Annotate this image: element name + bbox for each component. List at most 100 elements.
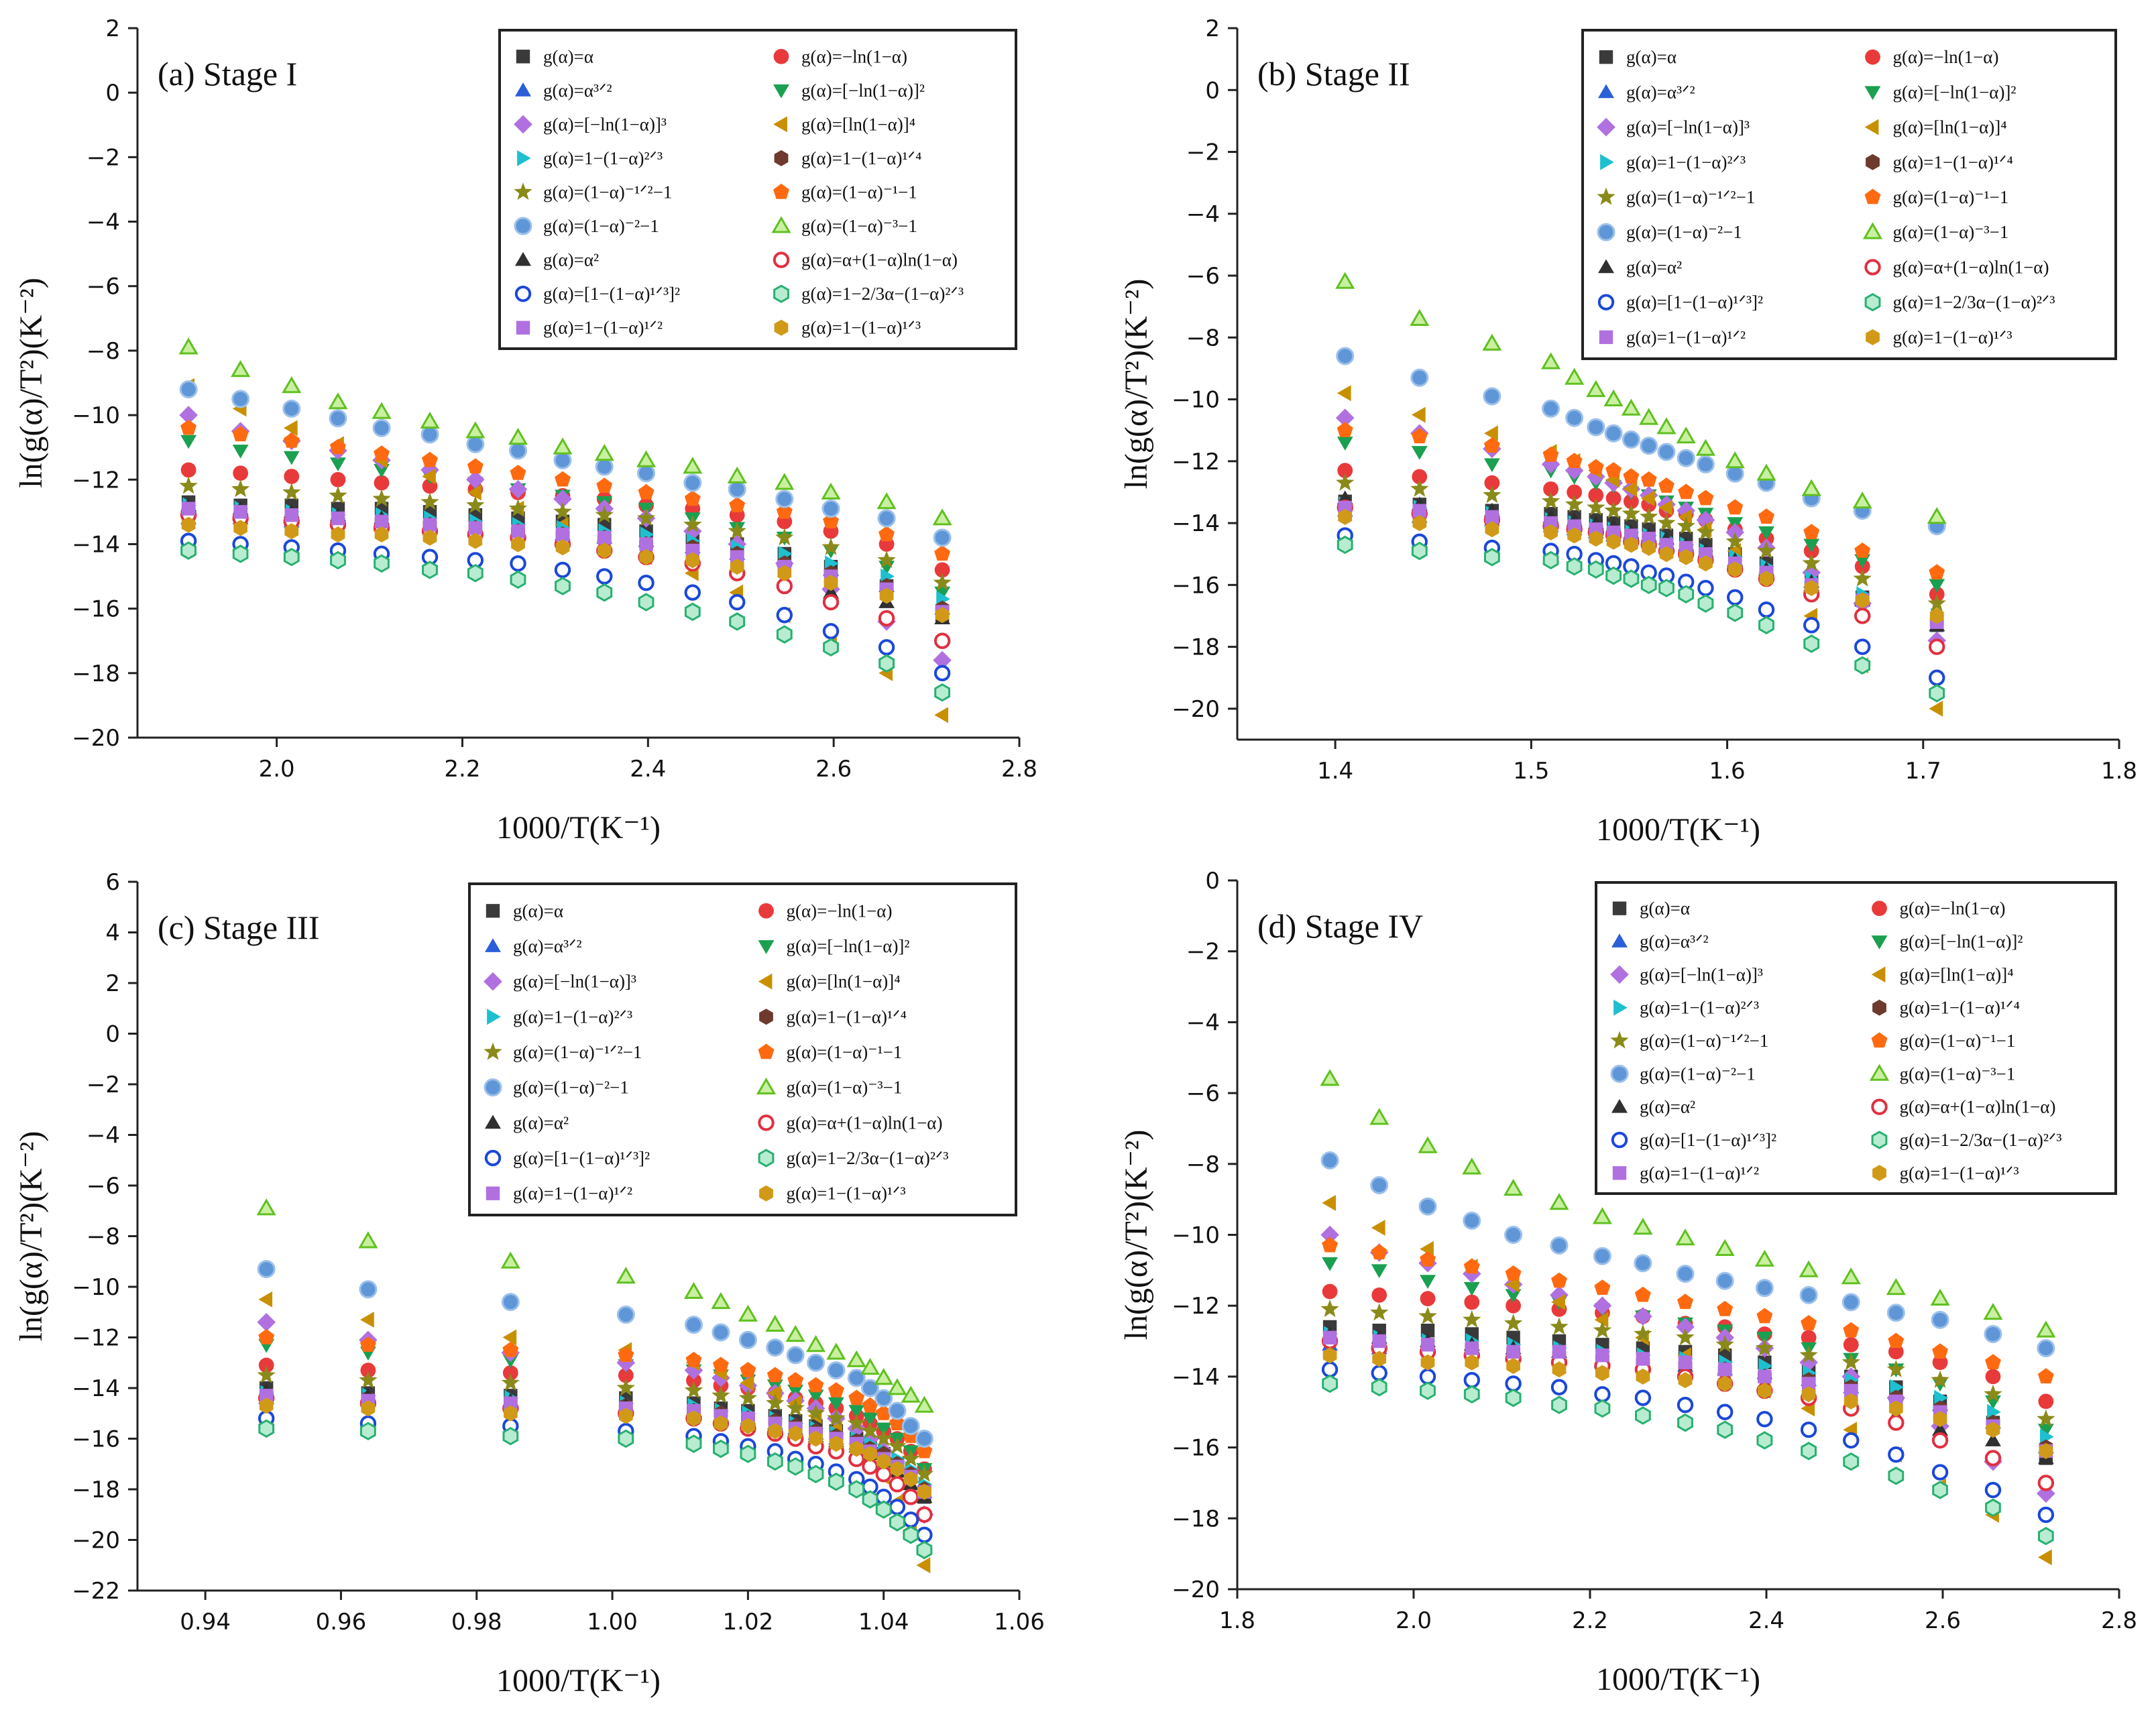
data-point: [1931, 1464, 1949, 1481]
series-9: [179, 476, 952, 591]
legend-marker: [1864, 259, 1881, 276]
data-point: [1420, 1338, 1435, 1352]
x-tick-label: 1.7: [1905, 758, 1941, 785]
data-point: [1370, 1303, 1389, 1321]
data-point: [331, 526, 345, 542]
data-point: [501, 1373, 520, 1391]
data-point: [1843, 1393, 1858, 1410]
data-point: [1853, 569, 1872, 587]
legend-marker: [1872, 1165, 1886, 1182]
data-point: [1418, 1306, 1437, 1324]
data-point: [1658, 477, 1675, 493]
data-point: [1984, 1384, 2002, 1402]
x-tick-label: 1.6: [1709, 758, 1746, 785]
legend-label: g(α)=[−ln(1−α)]²: [787, 936, 910, 956]
data-point: [1464, 1294, 1480, 1310]
data-point: [2036, 1320, 2056, 1338]
data-point: [256, 1198, 276, 1216]
data-point: [594, 443, 614, 461]
legend-label: g(α)=(1−α)⁻²−1: [1640, 1064, 1756, 1084]
y-tick-label: −2: [1186, 139, 1220, 166]
data-point: [502, 1426, 519, 1446]
data-point: [1463, 1211, 1481, 1230]
data-point: [422, 468, 436, 485]
data-point: [1756, 463, 1776, 481]
data-point: [259, 1389, 274, 1403]
data-point: [1605, 566, 1622, 585]
data-point: [901, 1449, 920, 1467]
data-point: [1337, 385, 1351, 402]
data-point: [889, 1513, 905, 1532]
data-point: [180, 541, 196, 560]
legend-label: g(α)=(1−α)⁻²−1: [1626, 222, 1742, 242]
legend-marker: [486, 904, 500, 918]
legend-marker: [1872, 999, 1886, 1016]
data-point: [638, 593, 655, 612]
data-point: [1543, 481, 1558, 497]
legend-label: g(α)=1−2/3α−(1−α)²ᐟ³: [1900, 1130, 2062, 1150]
legend-marker: [1864, 292, 1881, 312]
panel-title: (c) Stage III: [158, 909, 320, 946]
data-point: [1801, 1377, 1816, 1391]
data-point: [1550, 1317, 1569, 1335]
data-point: [712, 1357, 729, 1373]
data-point: [616, 1353, 636, 1372]
data-point: [500, 1251, 520, 1269]
data-point: [1320, 1225, 1339, 1245]
legend-label: g(α)=α+(1−α)ln(1−α): [1893, 257, 2049, 277]
y-tick-label: −16: [72, 1426, 120, 1453]
legend-marker: [1869, 1064, 1890, 1081]
data-point: [828, 1397, 844, 1412]
data-point: [1565, 367, 1585, 385]
y-tick-label: −18: [72, 660, 120, 687]
data-point: [1420, 1381, 1436, 1400]
data-point: [1677, 1396, 1694, 1414]
data-point: [1717, 1300, 1734, 1316]
x-tick-label: 1.8: [1219, 1607, 1255, 1634]
data-point: [1586, 380, 1606, 398]
y-tick-label: −6: [87, 274, 120, 300]
data-point: [685, 543, 699, 558]
legend-marker: [516, 50, 530, 64]
legend-label: g(α)=α²: [1640, 1097, 1695, 1117]
legend-label: g(α)=(1−α)⁻¹ᐟ²−1: [1626, 187, 1755, 207]
legend-label: g(α)=1−(1−α)²ᐟ³: [543, 148, 663, 168]
data-point: [684, 1361, 703, 1380]
legend-label: g(α)=[1−(1−α)¹ᐟ³]²: [513, 1148, 650, 1168]
data-point: [713, 1439, 729, 1458]
data-point: [1551, 1272, 1567, 1288]
x-tick-label: 1.02: [723, 1609, 774, 1635]
panel-title: (a) Stage I: [158, 55, 297, 93]
legend-marker: [514, 182, 532, 200]
data-point: [728, 480, 746, 499]
data-point: [596, 477, 613, 494]
data-point: [179, 380, 198, 399]
data-point: [1886, 1304, 1905, 1322]
data-point: [1676, 1328, 1695, 1346]
legend-label: g(α)=1−2/3α−(1−α)²ᐟ³: [787, 1148, 949, 1168]
data-point: [1420, 1323, 1435, 1338]
data-point: [1799, 1353, 1818, 1372]
data-point: [888, 1436, 907, 1454]
data-point: [1636, 1352, 1650, 1366]
y-tick-label: −8: [1186, 1151, 1220, 1178]
legend-label: g(α)=(1−α)⁻³−1: [801, 216, 917, 236]
data-point: [466, 470, 485, 490]
data-point: [823, 638, 839, 657]
legend-marker: [1612, 901, 1627, 915]
data-point: [828, 1382, 844, 1397]
data-point: [1927, 593, 1946, 612]
data-point: [1503, 1178, 1524, 1196]
legend-label: g(α)=1−2/3α−(1−α)²ᐟ³: [1893, 292, 2055, 312]
data-point: [729, 593, 746, 611]
legend-label: g(α)=1−(1−α)¹ᐟ⁴: [801, 148, 921, 168]
data-point: [1463, 1310, 1481, 1328]
data-point: [374, 526, 389, 542]
data-point: [775, 473, 795, 490]
data-point: [420, 492, 439, 510]
y-tick-label: −18: [1172, 634, 1220, 661]
data-point: [1412, 515, 1427, 532]
x-tick-label: 1.04: [858, 1609, 909, 1635]
series-11: [257, 1260, 933, 1448]
series-14: [1337, 499, 1945, 655]
